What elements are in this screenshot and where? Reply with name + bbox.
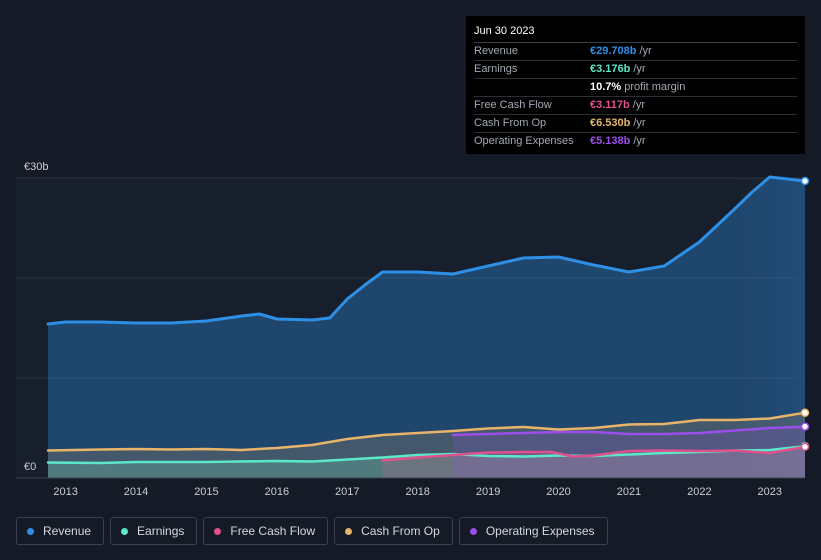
x-tick-label-2013: 2013 [53,486,77,498]
tooltip-row-label: Operating Expenses [474,135,574,147]
free-cash-flow-line [381,445,807,462]
operating-expenses-area [452,426,805,478]
x-tick-label-2022: 2022 [687,486,711,498]
x-tick-label-2018: 2018 [405,486,429,498]
tooltip-panel: Jun 30 2023 Revenue €29.708b/yr Earnings €3… [466,16,805,154]
x-tick-label-2014: 2014 [124,486,148,498]
x-tick-label-2017: 2017 [335,486,359,498]
operating-expenses-end-point [800,422,810,431]
tooltip-row-label: Revenue [474,45,519,57]
tooltip-row-unit: /yr [639,45,652,57]
tooltip-row-operating-expenses: Operating Expenses €5.138b/yr [474,133,797,150]
x-tick-label-2016: 2016 [265,486,289,498]
legend-item-revenue[interactable]: Revenue [16,517,105,545]
free-cash-flow-area [382,446,805,478]
tooltip-row-free-cash-flow: Free Cash Flow €3.117b/yr [474,97,797,115]
tooltip-row-unit: /yr [632,99,645,111]
legend-item-free-cash-flow[interactable]: Free Cash Flow [203,517,329,545]
x-tick-label-2020: 2020 [546,486,570,498]
tooltip-row-value: €3.117b [590,99,630,111]
x-tick-label-2023: 2023 [758,486,782,498]
free-cash-flow-end-point [800,442,810,452]
legend-label: Revenue [43,524,92,538]
tooltip-row-value: €29.708b [590,45,637,57]
revenue-area [48,177,805,478]
legend-label: Operating Expenses [485,524,595,538]
tooltip-row-unit: profit margin [624,81,686,93]
legend-dot-icon [27,527,34,535]
legend-dot-icon [214,527,222,535]
tooltip-row-label: Earnings [474,63,518,75]
legend-label: Cash From Op [361,524,440,538]
tooltip-row-value: €6.530b [590,117,631,129]
tooltip-row-value: €5.138b [590,135,631,147]
tooltip-row-value: 10.7% [590,81,622,93]
tooltip-row-unit: /yr [633,135,646,147]
legend-dot-icon [345,527,353,535]
revenue-end-point [800,176,810,186]
x-tick-label-2021: 2021 [617,486,641,498]
x-tick-label-2019: 2019 [476,486,500,498]
legend-dot-icon [121,527,129,535]
plot-background [16,178,805,478]
tooltip-row-earnings: Earnings €3.176b/yr [474,61,797,79]
operating-expenses-line [451,425,807,437]
revenue-line [46,175,807,326]
tooltip-row-unit: /yr [633,63,646,75]
y-label-bottom: €0 [24,461,36,473]
legend-item-earnings[interactable]: Earnings [110,517,198,545]
tooltip-row-unit: /yr [633,117,646,129]
tooltip-date: Jun 30 2023 [474,22,797,43]
y-label-top: €30b [24,161,48,173]
earnings-area [48,446,805,478]
legend-label: Free Cash Flow [230,524,316,538]
legend-item-operating-expenses[interactable]: Operating Expenses [458,517,608,545]
tooltip-row-label: Cash From Op [474,117,547,129]
legend-item-cash-from-op[interactable]: Cash From Op [334,517,453,545]
tooltip-row-cash-from-op: Cash From Op €6.530b/yr [474,115,797,133]
tooltip-row-profit-margin: 10.7% profit margin [474,79,797,97]
tooltip-row-revenue: Revenue €29.708b/yr [474,43,797,61]
legend-label: Earnings [137,524,185,538]
tooltip-row-label [474,79,590,96]
legend: Revenue Earnings Free Cash Flow Cash From O… [16,517,614,545]
cash-from-op-end-point [800,408,810,417]
legend-dot-icon [469,527,477,535]
tooltip-row-label: Free Cash Flow [474,99,552,111]
tooltip-row-value: €3.176b [590,63,631,75]
cash-from-op-line [46,411,807,452]
x-tick-label-2015: 2015 [194,486,218,498]
